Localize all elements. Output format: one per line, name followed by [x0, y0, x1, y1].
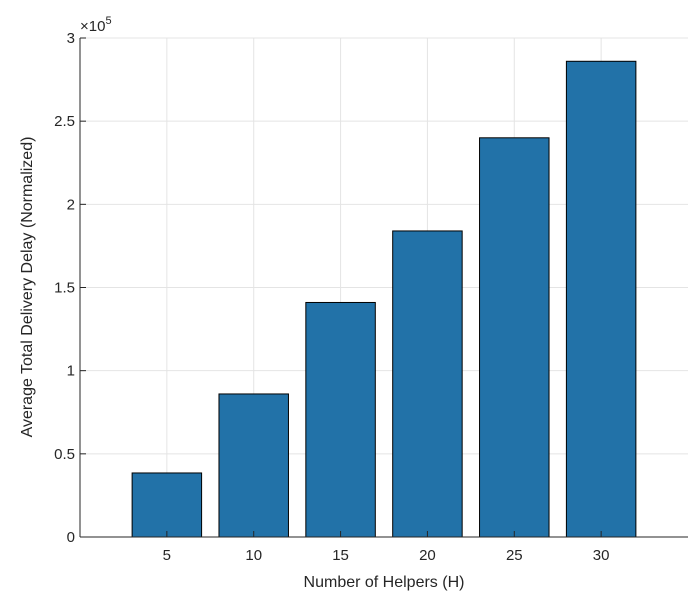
y-tick-label: 1.5 — [54, 280, 75, 297]
x-tick-label: 25 — [506, 547, 523, 564]
y-tick-label: 0 — [67, 529, 75, 546]
y-exponent-label: ×105 — [80, 15, 112, 35]
y-tick-label: 2.5 — [54, 113, 75, 130]
x-axis-label: Number of Helpers (H) — [304, 574, 465, 591]
x-tick-label: 15 — [332, 547, 349, 564]
y-tick-label: 3 — [67, 30, 75, 47]
tick-labels: 0 0.5 1 1.5 2 2.5 3 5 10 15 20 25 30 — [54, 30, 609, 564]
y-exponent-prefix: ×10 — [80, 18, 105, 35]
bar — [392, 230, 463, 538]
y-tick-label: 1 — [67, 363, 75, 380]
bar — [131, 472, 203, 538]
bar — [305, 301, 376, 538]
x-tick-label: 5 — [163, 547, 171, 564]
y-axis-label: Average Total Delivery Delay (Normalized… — [19, 137, 36, 438]
x-tick-label: 20 — [419, 547, 436, 564]
x-tick-label: 10 — [245, 547, 262, 564]
y-tick-label: 2 — [67, 196, 75, 213]
bars — [131, 60, 637, 538]
y-exponent-power: 5 — [105, 15, 111, 27]
ticks — [80, 37, 602, 538]
bar — [218, 393, 289, 538]
bar — [479, 137, 550, 538]
y-tick-label: 0.5 — [54, 446, 75, 463]
x-tick-label: 30 — [593, 547, 610, 564]
bar — [565, 60, 637, 538]
